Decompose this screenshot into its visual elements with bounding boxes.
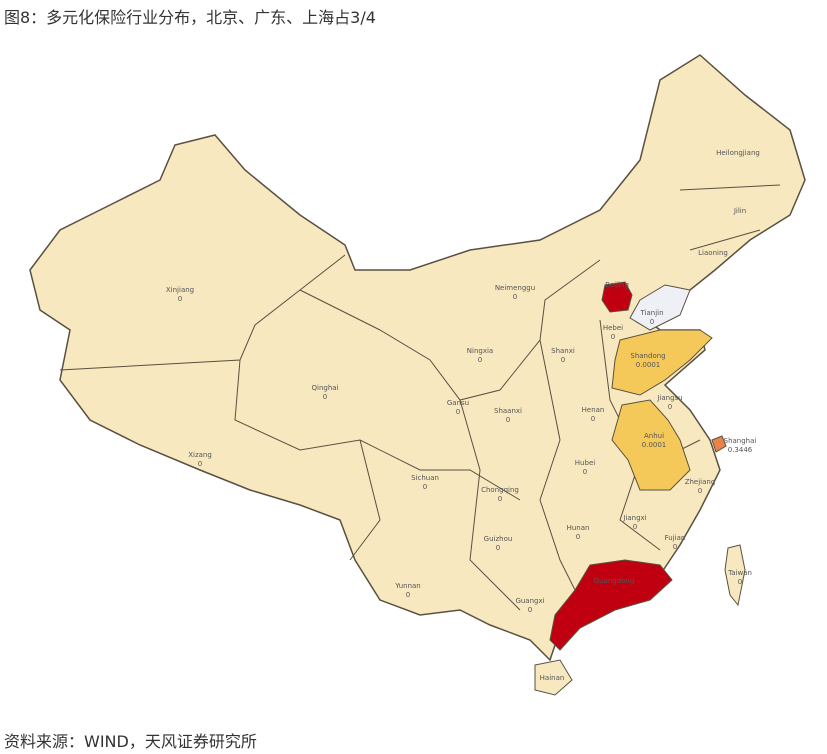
figure-title: 图8：多元化保险行业分布，北京、广东、上海占3/4 bbox=[4, 8, 376, 27]
region-label-chongqing: Chongqing 0 bbox=[481, 486, 519, 503]
region-taiwan bbox=[724, 544, 746, 607]
region-hainan bbox=[534, 659, 573, 696]
region-beijing bbox=[601, 281, 633, 313]
region-label-shanxi: Shanxi 0 bbox=[551, 347, 575, 364]
region-label-hunan: Hunan 0 bbox=[567, 524, 590, 541]
region-label-shandong: Shandong 0.0001 bbox=[630, 352, 665, 369]
region-shanghai bbox=[711, 435, 727, 453]
region-label-hainan: Hainan bbox=[540, 674, 565, 682]
region-label-xizang: Xizang 0 bbox=[188, 451, 212, 468]
region-label-jiangxi: Jiangxi 0 bbox=[622, 514, 646, 531]
region-label-xinjiang: Xinjiang 0 bbox=[166, 286, 194, 303]
region-label-ningxia: Ningxia 0 bbox=[467, 347, 493, 364]
region-label-jilin: Jilin bbox=[733, 207, 746, 215]
region-label-anhui: Anhui 0.0001 bbox=[642, 432, 667, 449]
region-label-guizhou: Guizhou 0 bbox=[484, 535, 513, 552]
region-guangdong bbox=[549, 559, 673, 651]
tianjin-sea bbox=[629, 284, 691, 331]
region-label-yunnan: Yunnan 0 bbox=[394, 582, 421, 599]
region-label-beijing: Beijing bbox=[605, 281, 629, 289]
region-label-shanghai: Shanghai 0.3446 bbox=[724, 437, 757, 454]
region-label-gansu: Gansu 0 bbox=[447, 399, 469, 416]
region-label-sichuan: Sichuan 0 bbox=[411, 474, 439, 491]
region-label-hubei: Hubei 0 bbox=[575, 459, 595, 476]
region-label-heilongjiang: Heilongjiang bbox=[716, 149, 760, 157]
region-label-liaoning: Liaoning bbox=[698, 249, 728, 257]
province-borders bbox=[59, 184, 781, 611]
region-label-guangdong: Guangdong bbox=[594, 577, 635, 585]
source-note: 资料来源：WIND，天风证券研究所 bbox=[4, 732, 257, 751]
region-label-fujian: Fujian 0 bbox=[665, 534, 686, 551]
region-label-taiwan: Taiwan 0 bbox=[727, 569, 752, 586]
region-shandong bbox=[611, 329, 713, 396]
region-label-hebei: Hebei 0 bbox=[603, 324, 623, 341]
region-label-neimenggu: Neimenggu 0 bbox=[495, 284, 535, 301]
region-labels: Xinjiang 0 Xizang 0 Qinghai 0 Gansu 0 Neimenggu 0… bbox=[166, 149, 760, 682]
region-label-jiangsu: Jiangsu 0 bbox=[656, 394, 682, 411]
region-label-qinghai: Qinghai 0 bbox=[311, 384, 338, 401]
region-anhui bbox=[611, 399, 691, 491]
region-label-zhejiang: Zhejiang 0 bbox=[685, 478, 716, 495]
region-label-guangxi: Guangxi 0 bbox=[515, 597, 544, 614]
region-label-henan: Henan 0 bbox=[582, 406, 605, 423]
region-label-tianjin: Tianjin 0 bbox=[639, 309, 663, 326]
region-label-shaanxi: Shaanxi 0 bbox=[494, 407, 522, 424]
